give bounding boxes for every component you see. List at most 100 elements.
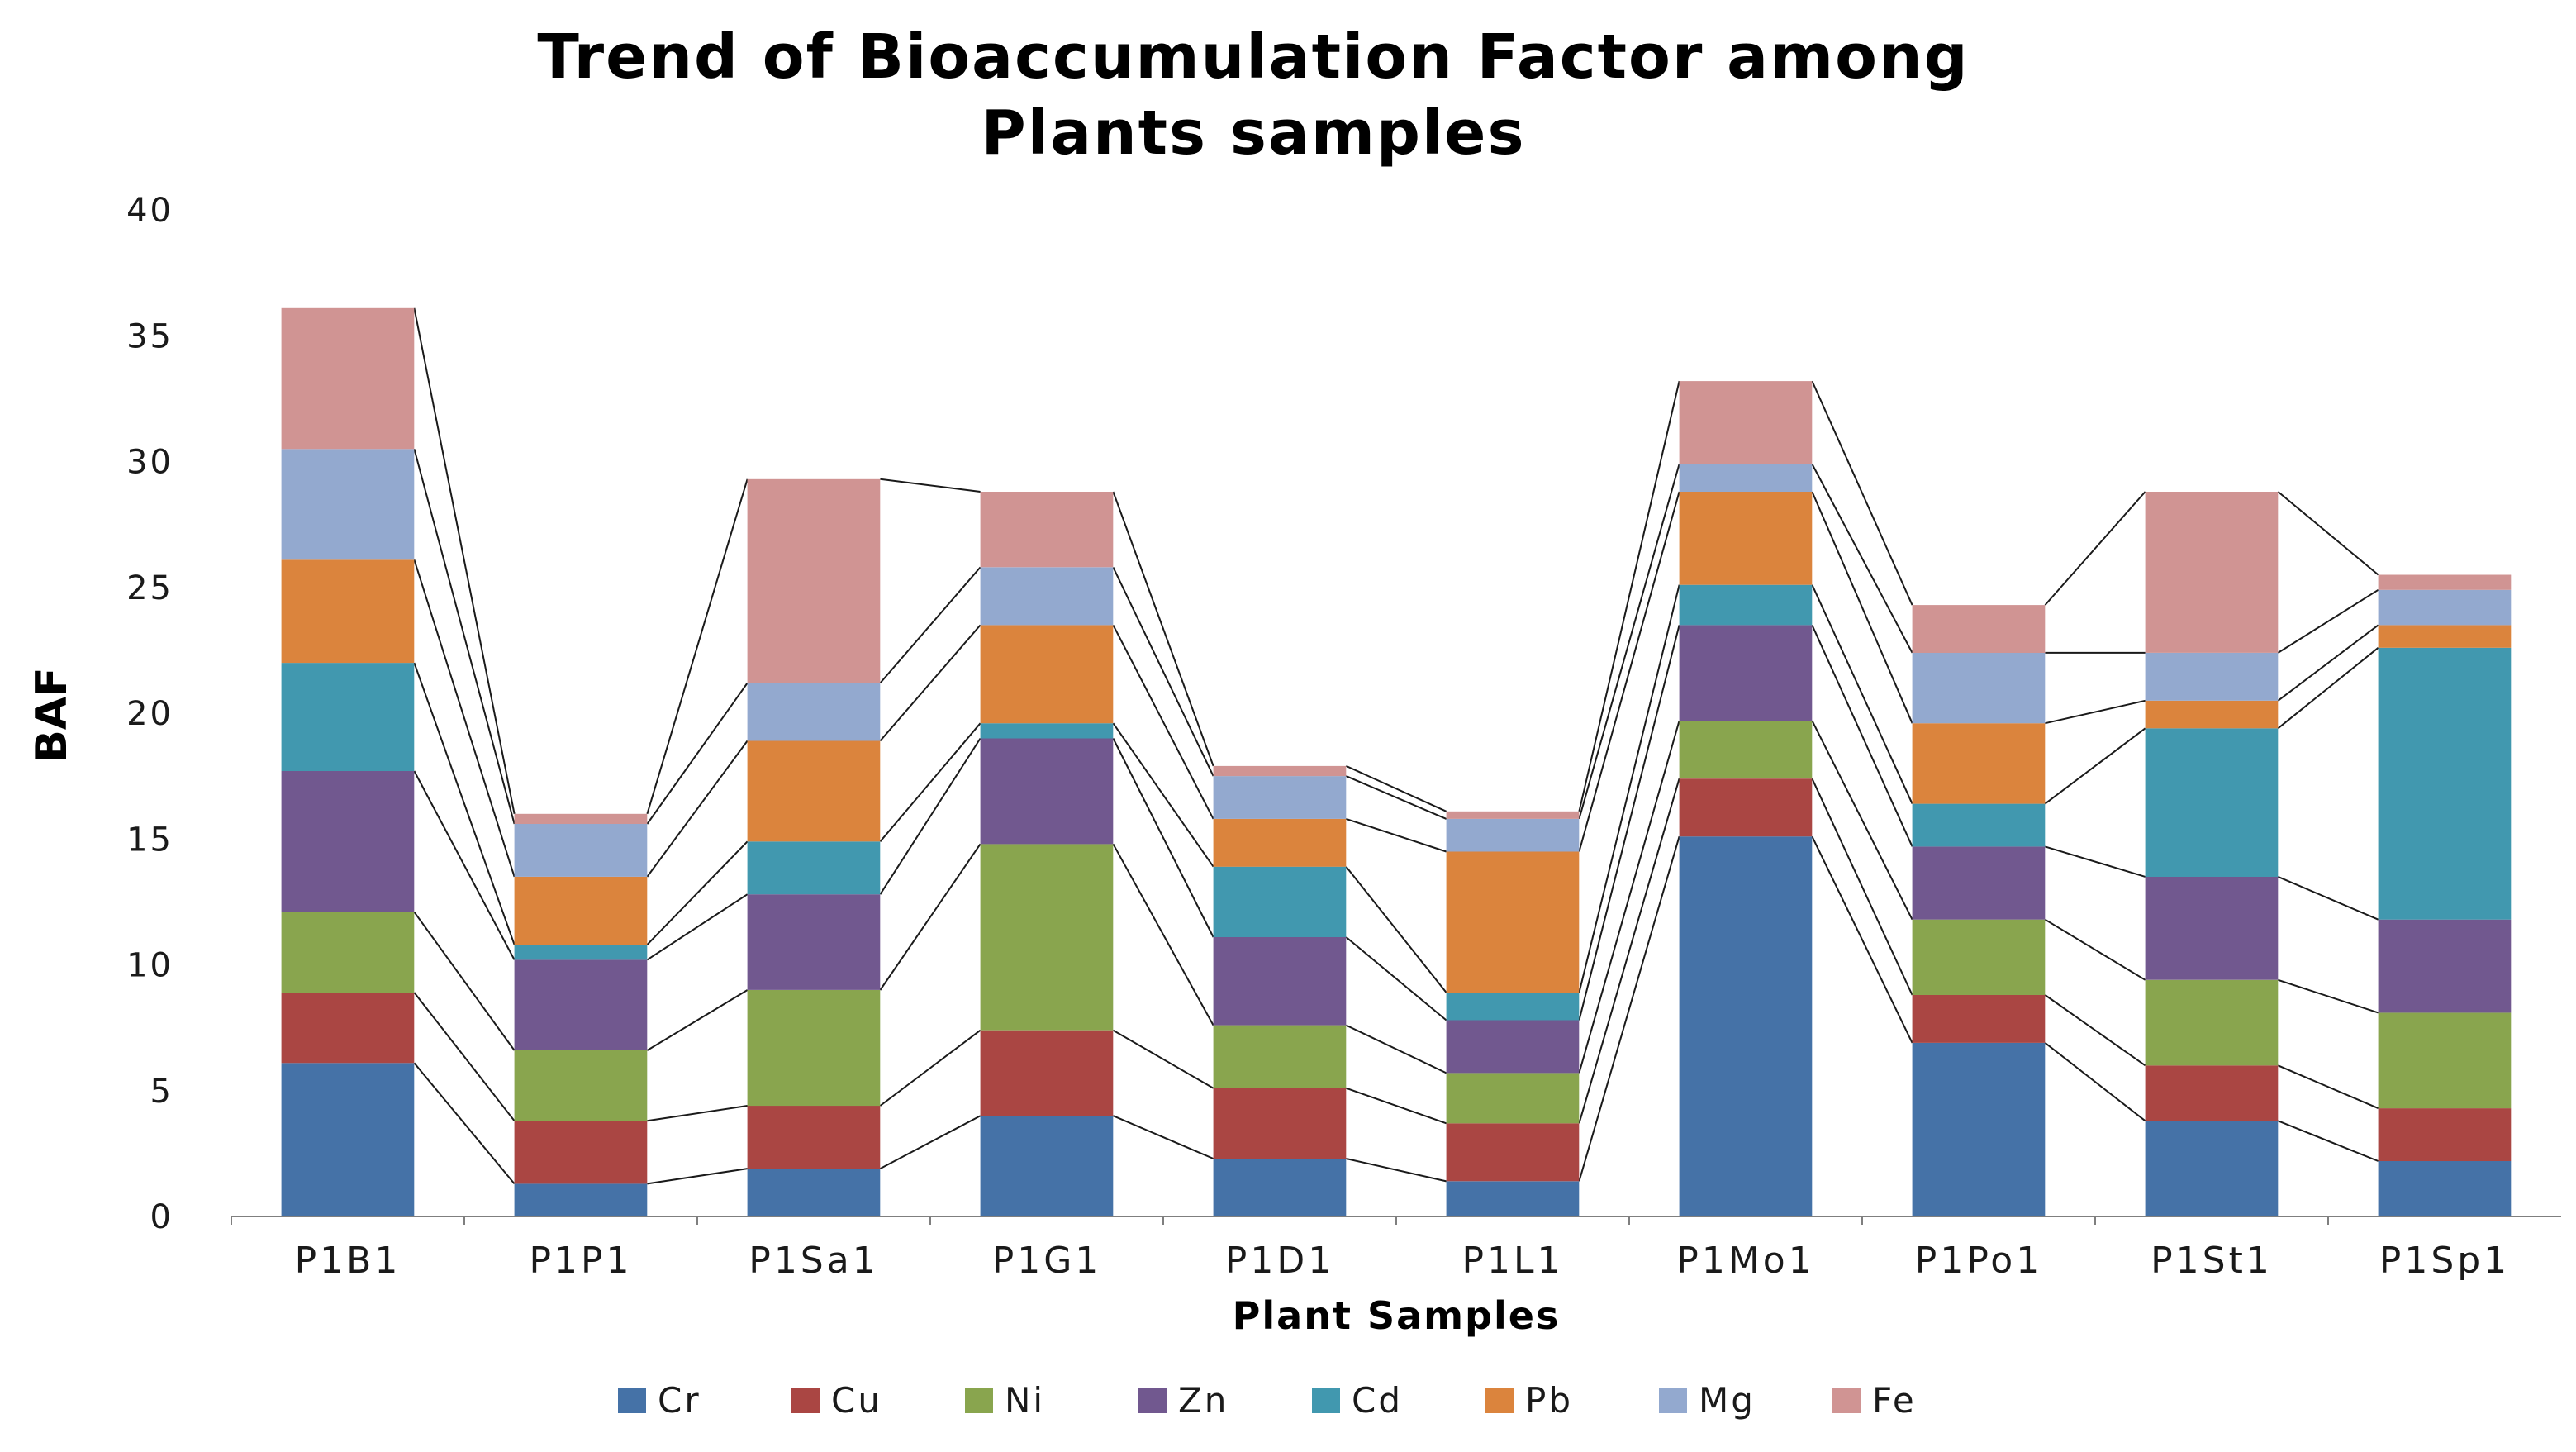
bar-pb-p1sp1 [2378,625,2512,648]
bar-cd-p1b1 [281,663,415,771]
y-tick-label: 15 [126,821,173,859]
series-line-cr-0 [413,1062,516,1185]
bar-cd-p1p1 [514,945,648,960]
legend-label-zn: Zn [1178,1380,1229,1421]
series-line-cu-5 [1578,778,1680,1124]
series-line-ni-1 [646,989,749,1051]
legend-label-cu: Cu [831,1380,882,1421]
series-line-pb-2 [879,624,981,742]
series-line-cd-3 [1112,722,1214,868]
series-line-ni-3 [1112,843,1214,1026]
bar-zn-p1g1 [980,738,1114,845]
x-ticks-group: P1B1 P1P1 P1Sa1 P1G1 P1D1 P1L1 P1Mo1 P1Po1 P1St1… [295,1240,2510,1282]
bar-cr-p1b1 [281,1063,415,1216]
bar-ni-p1d1 [1213,1025,1347,1088]
bar-cd-p1d1 [1213,866,1347,937]
series-line-zn-8 [2278,875,2379,921]
bar-cu-p1b1 [281,993,415,1064]
x-tick-label: P1G1 [992,1240,1102,1282]
series-line-ni-4 [1345,1024,1447,1074]
bar-pb-p1mo1 [1679,492,1813,585]
series-line-ni-6 [1811,720,1913,921]
bar-ni-p1b1 [281,912,415,993]
series-line-zn-5 [1578,625,1680,1021]
series-line-mg-1 [646,682,749,825]
chart-title-line-1: Trend of Bioaccumulation Factor among [537,21,1969,93]
bar-cu-p1sp1 [2378,1108,2512,1161]
bar-fe-p1sp1 [2378,574,2512,590]
legend-label-pb: Pb [1525,1380,1573,1421]
series-line-zn-3 [1112,738,1214,938]
bar-cr-p1po1 [1912,1042,2046,1216]
bar-mg-p1g1 [980,567,1114,626]
series-line-zn-7 [2045,845,2146,878]
bar-fe-p1b1 [281,307,415,450]
bar-cr-p1st1 [2145,1121,2279,1216]
series-line-cu-0 [413,992,516,1121]
bar-zn-p1l1 [1446,1020,1580,1074]
bar-cr-p1sp1 [2378,1161,2512,1216]
bar-pb-p1po1 [1912,723,2046,804]
series-line-mg-0 [413,449,516,825]
axes-group [231,1216,2561,1225]
bar-pb-p1b1 [281,559,415,664]
bar-zn-p1st1 [2145,876,2279,980]
x-tick-label: P1Sp1 [2379,1240,2510,1282]
bar-cu-p1l1 [1446,1123,1580,1182]
legend: Cr Cu Ni Zn Cd Pb Mg Fe [618,1380,1914,1421]
y-ticks-group: 0 5 10 15 20 25 30 35 40 [126,192,173,1236]
series-line-ni-8 [2278,978,2379,1014]
bar-fe-p1d1 [1213,765,1347,777]
series-line-pb-7 [2045,699,2146,725]
series-line-fe-1 [646,478,749,815]
series-line-cu-4 [1346,1087,1447,1125]
series-line-fe-8 [2277,491,2379,576]
bar-cu-p1sa1 [747,1106,881,1169]
series-line-mg-5 [1578,464,1680,820]
series-line-fe-4 [1345,764,1447,812]
bar-cu-p1mo1 [1679,778,1813,837]
x-tick-label: P1Mo1 [1676,1240,1814,1282]
bar-cd-p1l1 [1446,993,1580,1021]
bar-cu-p1p1 [514,1121,648,1184]
bar-zn-p1sa1 [747,894,881,990]
bar-ni-p1sa1 [747,990,881,1107]
series-line-cr-4 [1346,1158,1447,1183]
y-tick-label: 0 [150,1198,173,1236]
y-tick-label: 30 [126,444,173,482]
bar-zn-p1b1 [281,771,415,912]
series-line-ni-0 [413,912,516,1051]
bar-mg-p1po1 [1912,652,2046,724]
legend-swatch-cu [791,1388,820,1413]
bar-zn-p1mo1 [1679,625,1813,721]
bar-ni-p1p1 [514,1050,648,1121]
series-line-cr-2 [879,1115,981,1169]
bar-mg-p1p1 [514,824,648,877]
bar-ni-p1po1 [1912,919,2046,995]
y-tick-label: 35 [126,317,173,355]
bar-pb-p1st1 [2145,700,2279,729]
series-line-cu-3 [1112,1029,1214,1089]
bar-fe-p1po1 [1912,605,2046,653]
x-tick-label: P1B1 [295,1240,402,1282]
series-line-pb-4 [1346,817,1447,853]
bar-pb-p1g1 [980,625,1114,724]
x-tick-label: P1Sa1 [749,1240,878,1282]
bar-fe-p1st1 [2145,492,2279,653]
series-line-cr-8 [2278,1120,2379,1162]
bar-zn-p1po1 [1912,846,2046,920]
y-tick-label: 40 [126,192,173,230]
bar-fe-p1g1 [980,492,1114,568]
bar-cr-p1mo1 [1679,836,1813,1216]
x-tick-label: P1P1 [529,1240,632,1282]
series-line-cd-4 [1345,866,1447,993]
legend-label-cr: Cr [658,1380,701,1421]
bar-cd-p1po1 [1912,803,2046,847]
legend-swatch-fe [1832,1388,1861,1413]
bar-cr-p1p1 [514,1183,648,1216]
x-axis-label: Plant Samples [1233,1293,1561,1338]
y-tick-label: 25 [126,569,173,607]
bar-pb-p1p1 [514,876,648,945]
series-line-pb-5 [1578,491,1680,852]
